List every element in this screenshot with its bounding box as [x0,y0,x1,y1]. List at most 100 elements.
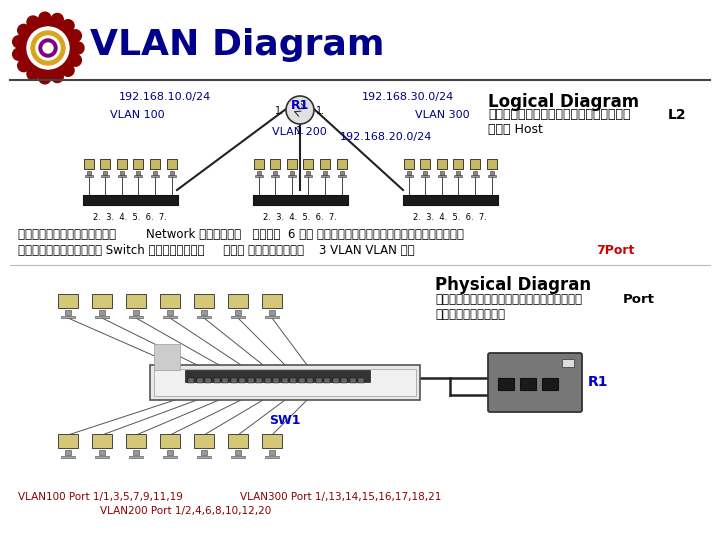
Bar [197,456,211,458]
Bar [290,378,296,383]
Bar [150,159,160,169]
Bar [473,171,477,175]
Bar [270,159,280,169]
Bar [239,378,245,383]
Bar [231,456,245,458]
Bar [454,159,463,169]
Bar [83,195,178,205]
Bar [168,175,176,177]
Circle shape [27,68,39,80]
Bar [423,171,427,175]
Text: SW1: SW1 [269,414,301,427]
Bar [84,175,92,177]
Circle shape [13,48,24,60]
Text: 2.  3.  4.  5.  6.  7.: 2. 3. 4. 5. 6. 7. [263,213,337,222]
Text: R1: R1 [588,375,608,389]
Bar [61,456,75,458]
Bar [153,171,157,175]
Bar [133,450,139,455]
Bar [454,175,462,177]
Bar [228,294,248,308]
Bar [167,450,173,455]
Bar [61,316,75,318]
Bar [321,175,329,177]
Circle shape [27,16,39,28]
Bar [269,310,275,315]
Bar [151,175,159,177]
Bar [126,294,146,308]
Bar [99,310,105,315]
Bar [65,450,71,455]
Bar [253,195,348,205]
Bar [264,378,271,383]
Bar [133,159,143,169]
Bar [440,171,444,175]
Bar [265,316,279,318]
Circle shape [51,71,63,83]
Text: และ Host: และ Host [488,123,543,136]
Bar [407,171,410,175]
Bar [288,175,296,177]
Bar [58,294,78,308]
Bar [129,316,143,318]
Bar [163,316,177,318]
Circle shape [39,72,51,84]
Bar [205,378,211,383]
FancyBboxPatch shape [488,353,582,412]
Text: เราสามารถใช้ Switch ตัวเดียว     และ แบ่งเป็น    3 VLAN VLAN ละ: เราสามารถใช้ Switch ตัวเดียว และ แบ่งเป็… [18,244,422,257]
Bar [166,159,176,169]
Text: ของอุปกรณ์: ของอุปกรณ์ [435,308,505,321]
Bar [197,316,211,318]
Bar [160,434,180,448]
Bar [420,159,430,169]
Text: 2.  3.  4.  5.  6.  7.: 2. 3. 4. 5. 6. 7. [93,213,167,222]
Bar [230,378,236,383]
Bar [403,159,413,169]
Circle shape [18,24,30,36]
Bar [487,159,497,169]
Bar [333,378,338,383]
Bar [222,378,228,383]
Bar [214,378,220,383]
Bar [135,175,143,177]
Bar [271,175,279,177]
Circle shape [39,12,51,24]
Bar [228,434,248,448]
Bar [470,159,480,169]
Bar [185,370,370,382]
Bar [248,378,253,383]
Text: Port: Port [623,293,655,306]
Bar [265,456,279,458]
Bar [169,171,174,175]
Text: 192.168.10.0/24: 192.168.10.0/24 [119,92,211,102]
Bar [402,195,498,205]
Bar [101,175,109,177]
Text: 1.: 1. [316,106,325,116]
Bar [117,175,126,177]
Bar [95,316,109,318]
Bar [349,378,356,383]
Circle shape [31,31,65,65]
Text: Physical Diagran: Physical Diagran [435,276,591,294]
Bar [197,378,202,383]
Bar [520,378,536,390]
Bar [99,450,105,455]
Bar [405,175,413,177]
Bar [542,378,558,390]
Circle shape [20,20,76,76]
Bar [167,310,173,315]
Text: L2: L2 [668,108,687,122]
Bar [336,159,346,169]
Circle shape [69,54,81,66]
Circle shape [36,36,60,60]
Bar [150,365,420,400]
Bar [315,378,322,383]
Bar [287,159,297,169]
Circle shape [27,27,69,69]
Circle shape [43,43,53,53]
Text: 1.: 1. [297,126,305,136]
Text: ถาผใช้งานแต่ละ        Network มนุษย์   เช่น  6 คน และอยู่บริเวณเดียวกัน: ถาผใช้งานแต่ละ Network มนุษย์ เช่น 6 คน … [18,228,464,241]
Bar [303,159,313,169]
Bar [324,378,330,383]
Bar [256,171,261,175]
